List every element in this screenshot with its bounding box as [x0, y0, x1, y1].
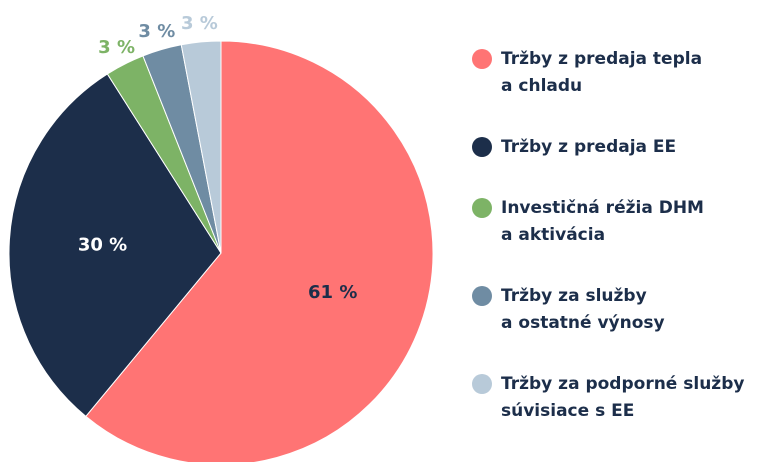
data-label: 3 %: [98, 37, 135, 58]
legend-label: Tržby z predaja tepla a chladu: [501, 49, 703, 96]
legend-label: Tržby za podporné služby súvisiace s EE: [501, 374, 745, 421]
legend-item: Tržby za služby a ostatné výnosy: [472, 283, 780, 337]
pie-slice: [8, 73, 222, 418]
legend: Tržby z predaja tepla a chladu Tržby z pr…: [472, 46, 780, 425]
pie-slice: [85, 40, 434, 462]
legend-swatch: [472, 374, 492, 394]
data-label: 3 %: [181, 13, 218, 34]
data-label: 30 %: [78, 235, 127, 256]
pie-chart: 61 %30 %3 %3 % 3 %: [8, 13, 434, 462]
legend-label: Investičná réžia DHM a aktivácia: [501, 198, 704, 245]
data-label: 3 %: [138, 21, 175, 42]
pie-slice: [180, 40, 222, 254]
legend-label: Tržby za služby a ostatné výnosy: [501, 286, 665, 333]
legend-item: Tržby z predaja tepla a chladu: [472, 46, 780, 100]
legend-item: Tržby z predaja EE: [472, 134, 780, 161]
legend-swatch: [472, 198, 492, 218]
legend-item: Investičná réžia DHM a aktivácia: [472, 195, 780, 249]
legend-swatch: [472, 49, 492, 69]
data-label: 61 %: [308, 282, 357, 303]
legend-swatch: [472, 137, 492, 157]
legend-item: Tržby za podporné služby súvisiace s EE: [472, 371, 780, 425]
legend-swatch: [472, 286, 492, 306]
legend-label: Tržby z predaja EE: [501, 137, 677, 157]
